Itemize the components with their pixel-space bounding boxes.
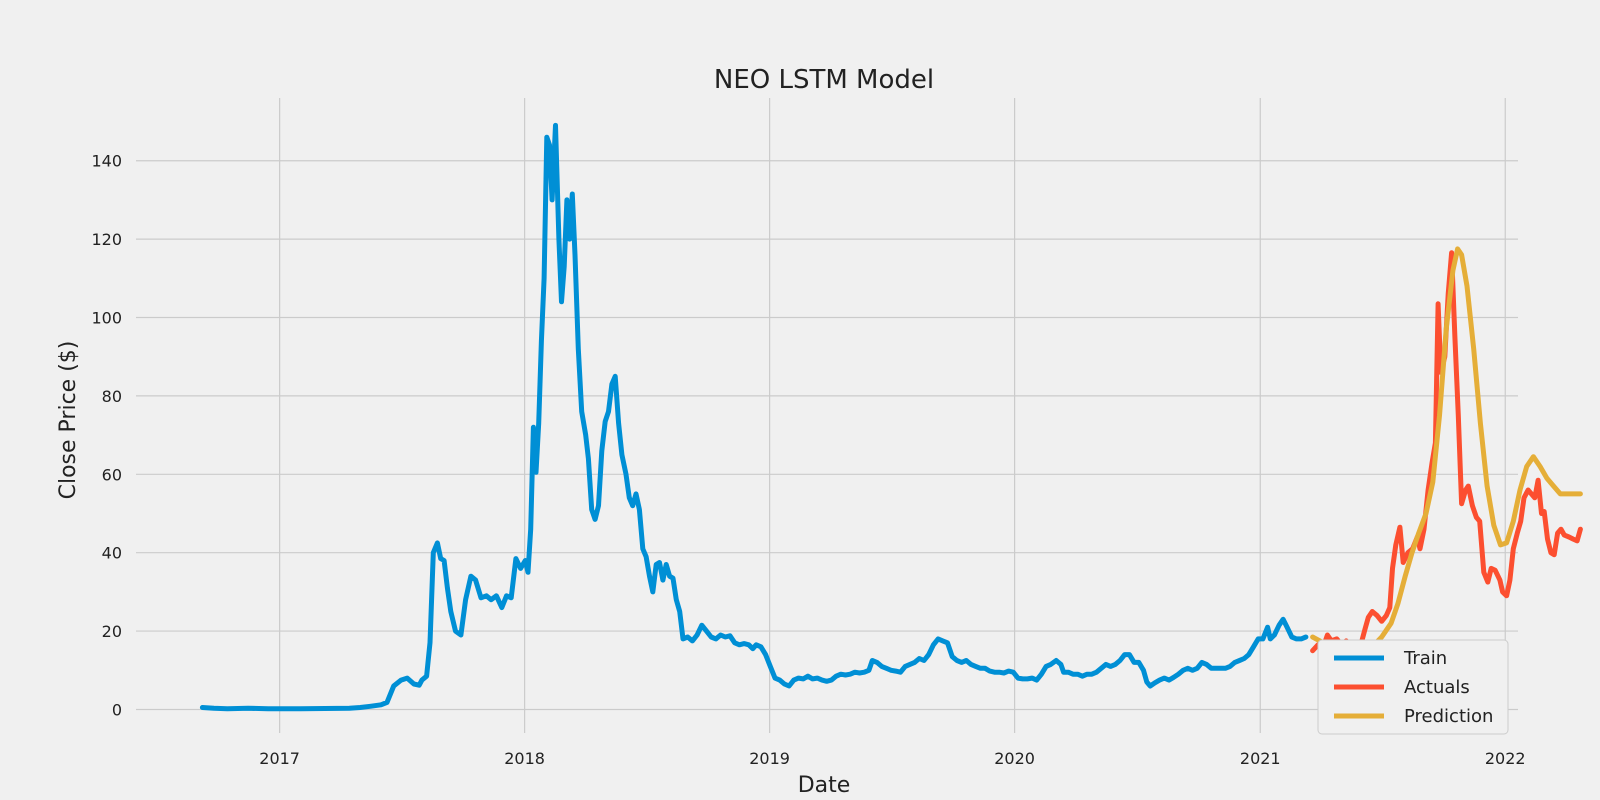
y-tick-label: 120	[91, 230, 122, 249]
legend-label-actuals: Actuals	[1404, 677, 1470, 698]
series-line-train	[199, 122, 1309, 712]
x-tick-label: 2018	[504, 749, 545, 768]
x-tick-label: 2022	[1485, 749, 1526, 768]
x-tick-label: 2017	[259, 749, 300, 768]
y-axis-label: Close Price ($)	[56, 341, 81, 500]
x-axis-label: Date	[798, 773, 851, 798]
grid-lines	[136, 98, 1518, 733]
chart-title: NEO LSTM Model	[714, 65, 934, 95]
y-tick-label: 20	[102, 622, 122, 641]
y-tick-label: 80	[102, 387, 122, 406]
y-tick-label: 40	[102, 544, 122, 563]
y-tick-label: 100	[91, 309, 122, 328]
x-tick-label: 2020	[994, 749, 1035, 768]
y-tick-label: 60	[102, 465, 122, 484]
x-tick-label: 2021	[1240, 749, 1281, 768]
legend: Train Actuals Prediction	[1317, 639, 1509, 735]
legend-box	[1317, 639, 1509, 735]
tick-labels: 0 20 40 60 80 100 120 140 2017 2018 2019 2020 2021 20…	[91, 152, 1525, 768]
legend-label-prediction: Prediction	[1404, 706, 1493, 727]
x-tick-label: 2019	[749, 749, 790, 768]
y-tick-label: 140	[91, 152, 122, 171]
legend-label-train: Train	[1403, 648, 1447, 669]
y-tick-label: 0	[112, 700, 122, 719]
series-line-actuals	[1310, 250, 1583, 654]
